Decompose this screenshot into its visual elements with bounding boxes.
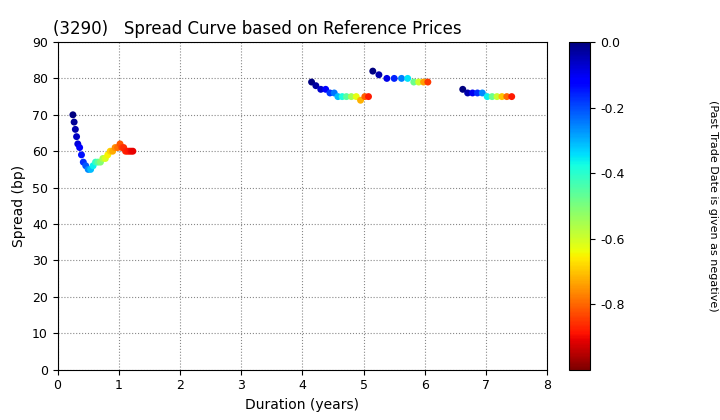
Point — [74, 144, 86, 151]
Y-axis label: Spread (bp): Spread (bp) — [12, 165, 27, 247]
Point — [109, 144, 121, 151]
Point — [127, 148, 139, 155]
Point — [328, 89, 340, 96]
Point — [477, 89, 488, 96]
Point — [92, 159, 104, 165]
Point — [80, 163, 91, 169]
X-axis label: Duration (years): Duration (years) — [246, 398, 359, 412]
Point — [355, 97, 366, 104]
Point — [496, 93, 508, 100]
Point — [367, 68, 379, 74]
Point — [482, 93, 493, 100]
Point — [506, 93, 518, 100]
Point — [363, 93, 374, 100]
Point — [315, 86, 327, 93]
Point — [359, 93, 371, 100]
Point — [107, 148, 119, 155]
Point — [373, 71, 384, 78]
Point — [99, 155, 111, 162]
Point — [472, 89, 483, 96]
Point — [462, 89, 474, 96]
Point — [467, 89, 478, 96]
Text: (3290)   Spread Curve based on Reference Prices: (3290) Spread Curve based on Reference P… — [53, 20, 462, 38]
Point — [95, 159, 107, 165]
Point — [336, 93, 348, 100]
Point — [457, 86, 469, 93]
Y-axis label: Time in years between 5/2/2025 and Trade Date
(Past Trade Date is given as negat: Time in years between 5/2/2025 and Trade… — [708, 71, 720, 341]
Point — [72, 141, 84, 147]
Point — [102, 152, 114, 158]
Point — [310, 82, 322, 89]
Point — [351, 93, 362, 100]
Point — [76, 152, 87, 158]
Point — [123, 148, 135, 155]
Point — [78, 159, 89, 165]
Point — [346, 93, 357, 100]
Point — [487, 93, 498, 100]
Point — [90, 159, 102, 165]
Point — [332, 93, 343, 100]
Point — [381, 75, 392, 82]
Point — [120, 148, 131, 155]
Point — [87, 163, 99, 169]
Point — [320, 86, 331, 93]
Point — [408, 79, 420, 85]
Point — [422, 79, 433, 85]
Point — [112, 144, 123, 151]
Point — [402, 75, 413, 82]
Point — [341, 93, 352, 100]
Point — [389, 75, 400, 82]
Point — [83, 166, 94, 173]
Point — [501, 93, 513, 100]
Point — [491, 93, 503, 100]
Point — [118, 144, 130, 151]
Point — [67, 111, 78, 118]
Point — [413, 79, 425, 85]
Point — [85, 166, 96, 173]
Point — [122, 148, 133, 155]
Point — [116, 144, 127, 151]
Point — [125, 148, 137, 155]
Point — [68, 119, 80, 126]
Point — [70, 126, 81, 133]
Point — [396, 75, 408, 82]
Point — [71, 133, 82, 140]
Point — [324, 89, 336, 96]
Point — [104, 148, 116, 155]
Point — [306, 79, 318, 85]
Point — [114, 141, 126, 147]
Point — [97, 155, 109, 162]
Point — [418, 79, 429, 85]
